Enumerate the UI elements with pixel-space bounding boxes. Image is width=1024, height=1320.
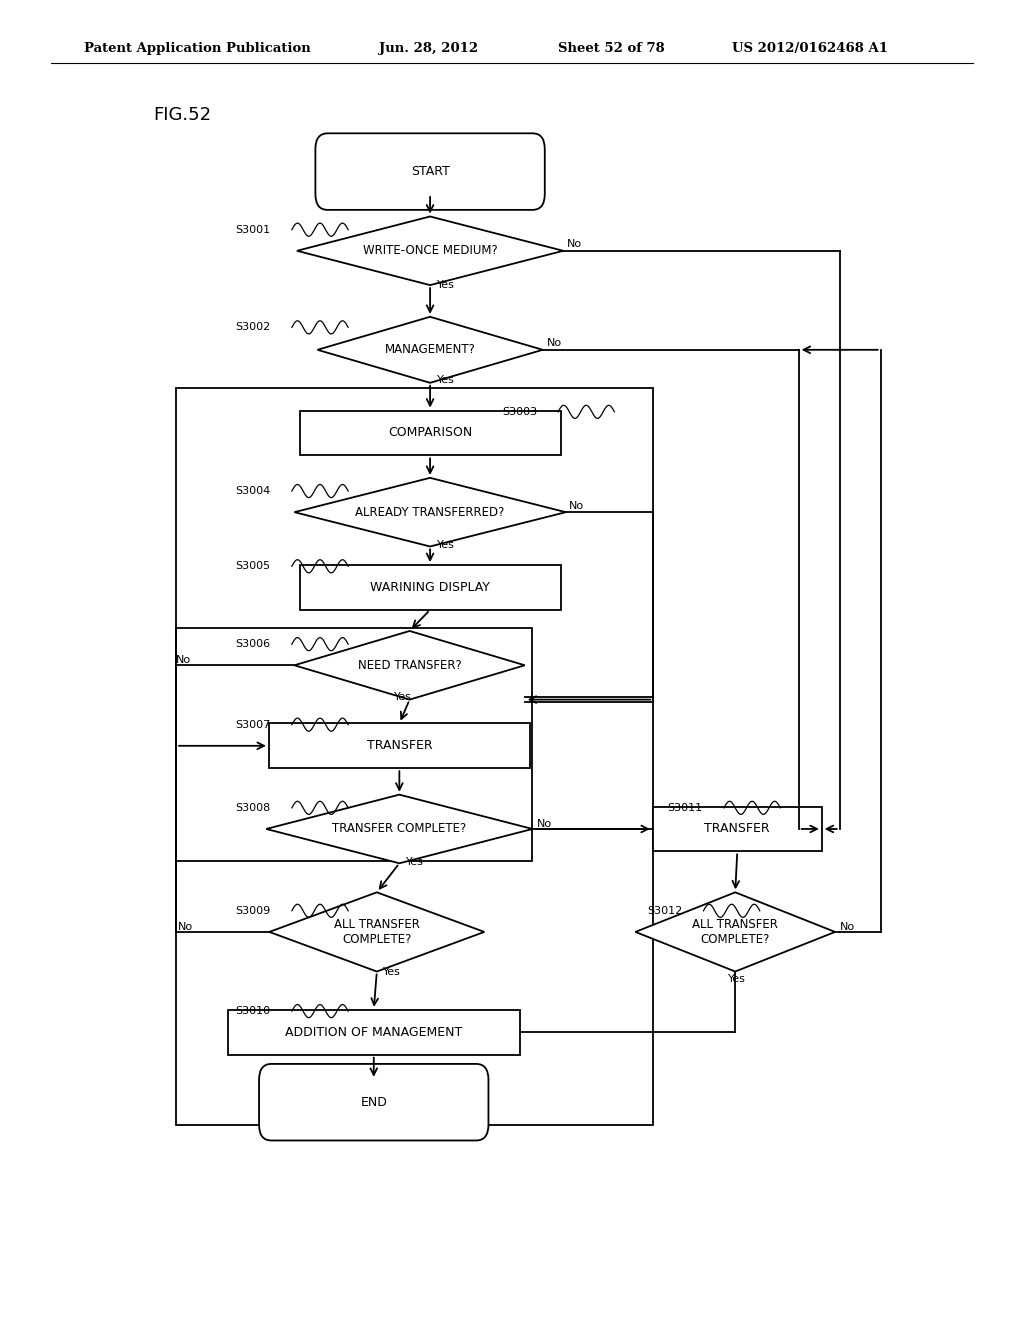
Text: END: END: [360, 1096, 387, 1109]
Text: TRANSFER: TRANSFER: [705, 822, 770, 836]
Text: WARINING DISPLAY: WARINING DISPLAY: [370, 581, 490, 594]
Text: ADDITION OF MANAGEMENT: ADDITION OF MANAGEMENT: [285, 1026, 463, 1039]
Text: S3004: S3004: [236, 486, 270, 496]
Text: Yes: Yes: [437, 280, 455, 290]
Text: Yes: Yes: [383, 966, 400, 977]
Text: No: No: [840, 921, 855, 932]
Text: US 2012/0162468 A1: US 2012/0162468 A1: [732, 42, 888, 55]
Bar: [299, 565, 561, 610]
Text: No: No: [547, 338, 562, 348]
Text: Yes: Yes: [437, 540, 455, 550]
Bar: [653, 807, 821, 851]
Text: S3006: S3006: [236, 639, 270, 649]
Polygon shape: [266, 795, 532, 863]
Text: TRANSFER COMPLETE?: TRANSFER COMPLETE?: [332, 822, 467, 836]
Text: S3008: S3008: [236, 803, 270, 813]
Text: S3005: S3005: [236, 561, 270, 572]
Polygon shape: [297, 216, 563, 285]
Text: S3009: S3009: [236, 906, 270, 916]
Text: No: No: [567, 239, 583, 249]
Polygon shape: [295, 631, 525, 700]
FancyBboxPatch shape: [259, 1064, 488, 1140]
Text: S3002: S3002: [236, 322, 270, 333]
Text: S3007: S3007: [236, 719, 270, 730]
Text: S3010: S3010: [236, 1006, 270, 1016]
Polygon shape: [317, 317, 543, 383]
Bar: [299, 411, 561, 455]
Bar: [227, 1010, 519, 1055]
Text: ALL TRANSFER
COMPLETE?: ALL TRANSFER COMPLETE?: [692, 917, 778, 946]
Text: ALREADY TRANSFERRED?: ALREADY TRANSFERRED?: [355, 506, 505, 519]
FancyBboxPatch shape: [315, 133, 545, 210]
Bar: [176, 388, 653, 1125]
Bar: [176, 628, 532, 861]
Polygon shape: [635, 892, 836, 972]
Text: Yes: Yes: [728, 974, 746, 985]
Text: ALL TRANSFER
COMPLETE?: ALL TRANSFER COMPLETE?: [334, 917, 420, 946]
Text: No: No: [178, 921, 194, 932]
Text: S3001: S3001: [236, 224, 270, 235]
Text: S3003: S3003: [502, 407, 537, 417]
Bar: [268, 723, 530, 768]
Text: S3012: S3012: [647, 906, 682, 916]
Text: Patent Application Publication: Patent Application Publication: [84, 42, 310, 55]
Polygon shape: [295, 478, 565, 546]
Text: Yes: Yes: [406, 857, 423, 867]
Text: S3011: S3011: [668, 803, 702, 813]
Text: TRANSFER: TRANSFER: [367, 739, 432, 752]
Text: FIG.52: FIG.52: [154, 106, 212, 124]
Text: NEED TRANSFER?: NEED TRANSFER?: [357, 659, 462, 672]
Text: Sheet 52 of 78: Sheet 52 of 78: [558, 42, 665, 55]
Text: Yes: Yes: [437, 375, 455, 385]
Text: No: No: [569, 500, 585, 511]
Text: MANAGEMENT?: MANAGEMENT?: [385, 343, 475, 356]
Text: Yes: Yes: [394, 692, 412, 702]
Text: No: No: [176, 655, 191, 665]
Text: START: START: [411, 165, 450, 178]
Text: No: No: [537, 818, 552, 829]
Polygon shape: [269, 892, 484, 972]
Text: COMPARISON: COMPARISON: [388, 426, 472, 440]
Text: Jun. 28, 2012: Jun. 28, 2012: [379, 42, 478, 55]
Text: WRITE-ONCE MEDIUM?: WRITE-ONCE MEDIUM?: [362, 244, 498, 257]
